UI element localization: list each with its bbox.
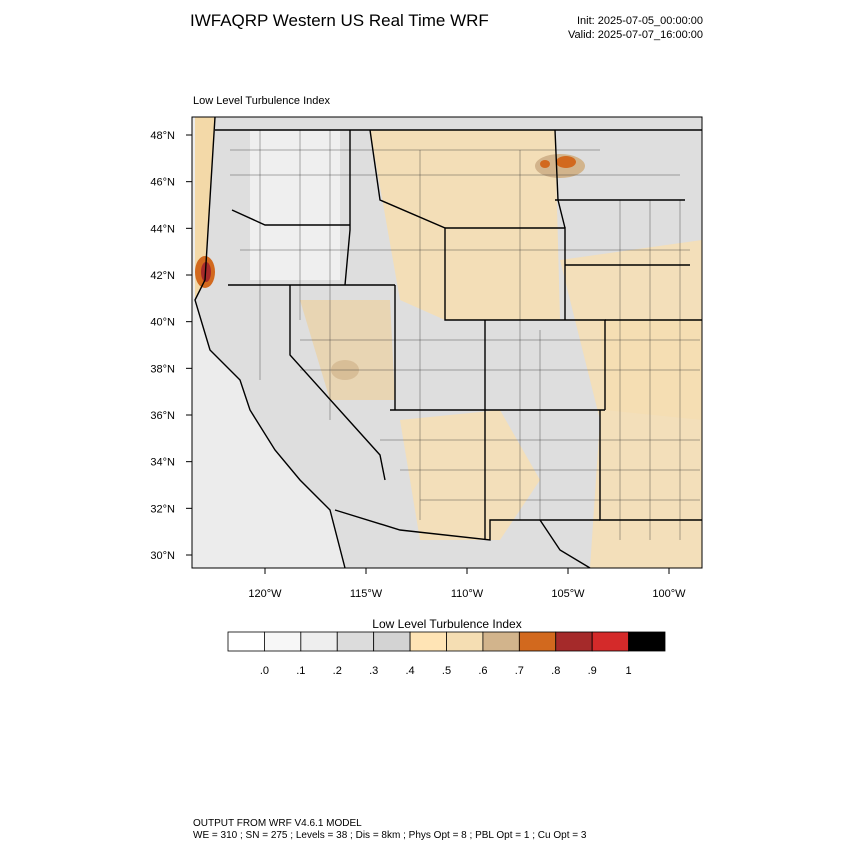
lon-tick-label: 115°W xyxy=(350,588,383,600)
colorbar-label: .8 xyxy=(551,665,560,677)
lat-tick-label: 42°N xyxy=(150,270,175,282)
colorbar-box xyxy=(555,631,593,652)
lon-tick-label: 105°W xyxy=(551,588,585,600)
lat-tick-label: 38°N xyxy=(150,363,175,375)
footer-line: OUTPUT FROM WRF V4.6.1 MODEL xyxy=(193,818,362,829)
colorbar-box xyxy=(373,631,411,652)
footer-line: WE = 310 ; SN = 275 ; Levels = 38 ; Dis … xyxy=(193,830,587,841)
colorbar-box xyxy=(300,631,338,652)
colorbar-label: .4 xyxy=(405,665,414,677)
valid-time: Valid: 2025-07-07_16:00:00 xyxy=(568,29,703,41)
colorbar-label: .6 xyxy=(478,665,487,677)
colorbar-label: .3 xyxy=(369,665,378,677)
map-frame xyxy=(191,116,703,569)
colorbar-label: .1 xyxy=(296,665,305,677)
colorbar-box xyxy=(336,631,375,652)
map-subtitle: Low Level Turbulence Index xyxy=(193,95,330,107)
lat-tick-label: 36°N xyxy=(150,410,175,422)
lat-tick-label: 48°N xyxy=(150,130,175,142)
lat-tick-label: 40°N xyxy=(150,317,175,329)
colorbar-box xyxy=(446,631,484,652)
colorbar-label: 1 xyxy=(626,665,632,677)
title: IWFAQRP Western US Real Time WRF xyxy=(190,11,489,30)
colorbar-label: .0 xyxy=(260,665,269,677)
lat-tick-label: 30°N xyxy=(150,550,175,562)
colorbar-box xyxy=(227,631,265,652)
lat-tick-label: 44°N xyxy=(150,223,175,235)
colorbar-label: .2 xyxy=(333,665,342,677)
colorbar-box xyxy=(482,631,520,652)
lon-tick-label: 110°W xyxy=(451,588,484,600)
lon-tick-label: 120°W xyxy=(248,588,282,600)
colorbar-label: .5 xyxy=(442,665,451,677)
lat-tick-label: 34°N xyxy=(150,457,175,469)
colorbar-label: .7 xyxy=(515,665,524,677)
lon-tick-label: 100°W xyxy=(652,588,686,600)
init-time: Init: 2025-07-05_00:00:00 xyxy=(577,15,703,27)
lat-tick-label: 32°N xyxy=(150,503,175,515)
lat-tick-label: 46°N xyxy=(150,177,175,189)
colorbar-title: Low Level Turbulence Index xyxy=(372,617,521,631)
colorbar-box xyxy=(264,631,302,652)
colorbar-box xyxy=(518,631,557,652)
colorbar-box xyxy=(591,631,629,652)
colorbar-label: .9 xyxy=(588,665,597,677)
map xyxy=(192,117,702,568)
colorbar-box xyxy=(628,631,666,652)
colorbar-box xyxy=(409,631,447,652)
